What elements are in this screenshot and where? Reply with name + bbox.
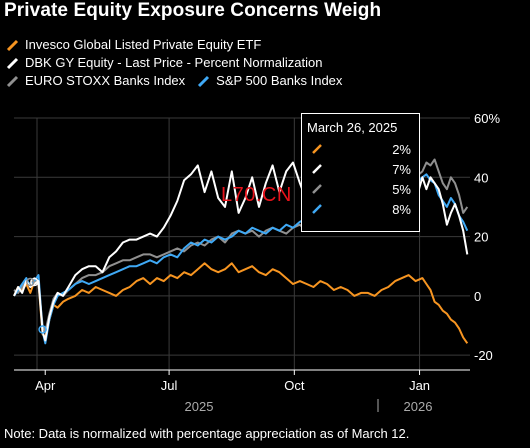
tooltip-value-eurostoxx: 5% xyxy=(392,182,411,197)
tooltip-mark-dbk xyxy=(312,164,322,174)
x-tick-label: Apr xyxy=(35,378,56,393)
tooltip-mark-eurostoxx xyxy=(312,184,322,194)
tooltip-mark-invesco xyxy=(312,144,322,154)
legend-swatch-invesco xyxy=(6,39,19,52)
y-tick-label: 0 xyxy=(474,289,481,304)
y-tick-label: 60% xyxy=(474,111,500,126)
tooltip-row-sp500: 8% xyxy=(302,202,419,218)
legend-label-eurostoxx: EURO STOXX Banks Index xyxy=(25,73,186,88)
hover-tooltip: March 26, 2025 2% 7% 5% 8% xyxy=(301,113,420,232)
series-line-0 xyxy=(13,262,469,344)
y-tick-label: 40 xyxy=(474,170,488,185)
tooltip-value-sp500: 8% xyxy=(392,202,411,217)
tooltip-row-dbk: 7% xyxy=(302,162,419,178)
y-tick-label: -20 xyxy=(474,348,493,363)
legend-item-invesco: Invesco Global Listed Private Equity ETF xyxy=(6,36,261,54)
footnote: Note: Data is normalized with percentage… xyxy=(4,426,410,441)
series-marker xyxy=(30,277,39,287)
series-marker xyxy=(26,277,35,287)
legend-label-dbk: DBK GY Equity - Last Price - Percent Nor… xyxy=(25,55,323,70)
x-tick-label: Jan xyxy=(409,378,430,393)
series-marker xyxy=(38,325,47,334)
axes: -20 0 20 40 60% Apr Jul Oct Jan 2025 2026 xyxy=(14,111,500,414)
tooltip-mark-sp500 xyxy=(312,204,322,214)
legend-swatch-eurostoxx xyxy=(6,75,19,88)
year-label: 2026 xyxy=(404,399,433,414)
legend-swatch-sp500 xyxy=(197,75,210,88)
legend-item-sp500: S&P 500 Banks Index xyxy=(197,72,342,90)
tooltip-row-invesco: 2% xyxy=(302,142,419,158)
watermark: L70.CN xyxy=(221,184,292,206)
legend-label-sp500: S&P 500 Banks Index xyxy=(216,73,343,88)
x-tick-label: Oct xyxy=(284,378,305,393)
legend-label-invesco: Invesco Global Listed Private Equity ETF xyxy=(25,37,262,52)
x-tick-label: Jul xyxy=(161,378,178,393)
y-tick-label: 20 xyxy=(474,230,488,245)
tooltip-date: March 26, 2025 xyxy=(307,120,398,135)
legend-item-eurostoxx: EURO STOXX Banks Index xyxy=(6,72,185,90)
year-label: 2025 xyxy=(185,399,214,414)
legend-swatch-dbk xyxy=(6,57,19,70)
legend: Invesco Global Listed Private Equity ETF… xyxy=(6,36,354,90)
tooltip-value-invesco: 2% xyxy=(392,142,411,157)
tooltip-value-dbk: 7% xyxy=(392,162,411,177)
grid xyxy=(14,117,470,370)
legend-item-dbk: DBK GY Equity - Last Price - Percent Nor… xyxy=(6,54,322,72)
chart-title: Private Equity Exposure Concerns Weigh xyxy=(4,0,382,21)
tooltip-row-eurostoxx: 5% xyxy=(302,182,419,198)
